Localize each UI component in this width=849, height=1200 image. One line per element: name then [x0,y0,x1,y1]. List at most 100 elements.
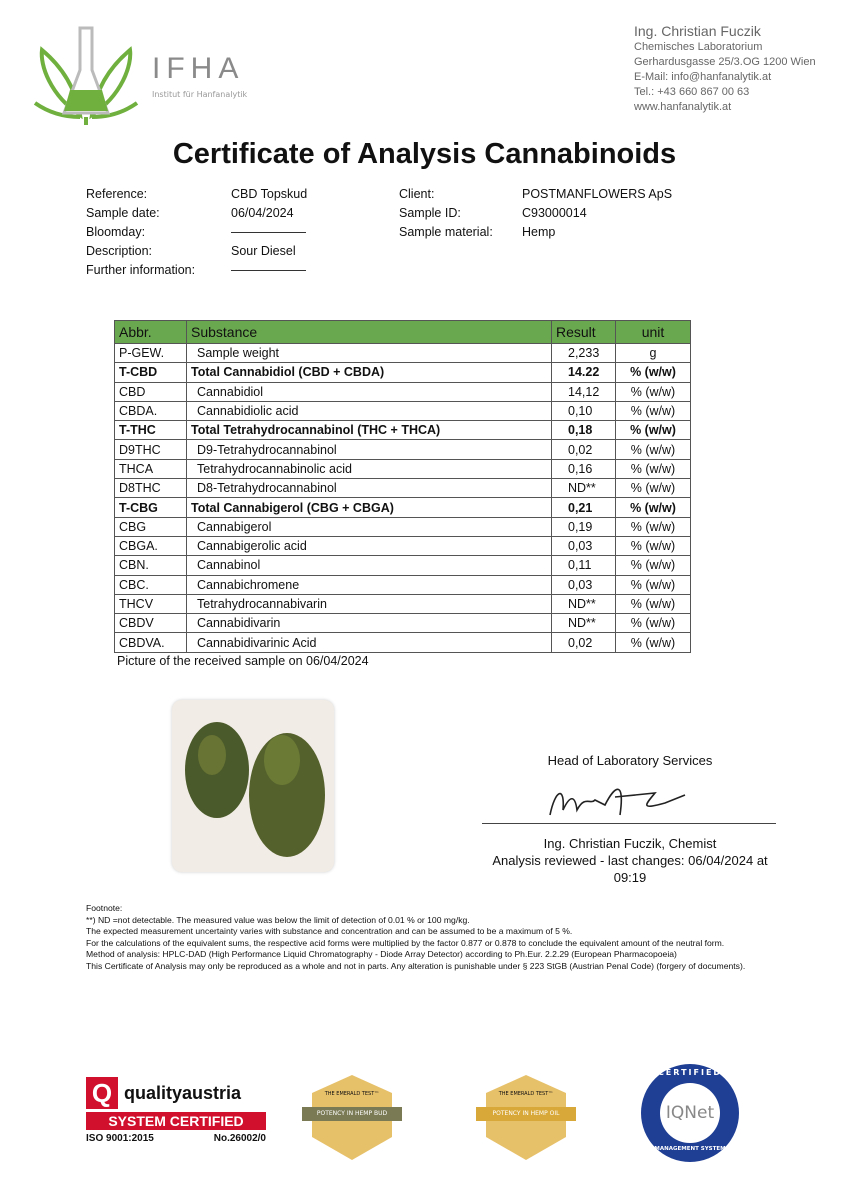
cell-unit: % (w/w) [615,574,691,595]
lab-email: E-Mail: info@hanfanalytik.at [634,71,772,83]
cell-unit: % (w/w) [615,632,691,653]
iqnet-text: IQNet [665,1103,715,1123]
cell-unit: % (w/w) [615,458,691,480]
quality-austria-badge: Q qualityaustria SYSTEM CERTIFIED ISO 90… [86,1077,266,1144]
meta-value: —————— [231,263,306,277]
qa-cert: SYSTEM CERTIFIED [86,1112,266,1130]
meta-row: Description: Sour Diesel [86,242,307,261]
iqnet-badge: CERTIFIED IQNet MANAGEMENT SYSTEM [640,1063,740,1163]
cell-unit: % (w/w) [615,593,691,615]
footnote-line: The expected measurement uncertainty var… [86,926,573,936]
cell-substance: D8-Tetrahydrocannabinol [186,478,552,499]
cell-result: 14,12 [551,381,616,402]
table-row: CBN. Cannabinol 0,11% (w/w) [114,555,691,576]
cell-result: 2,233 [551,342,616,364]
table-row: THCV Tetrahydrocannabivarin ND**% (w/w) [114,593,691,615]
table-header: Abbr. Substance Result unit [114,320,691,344]
footnote-line: **) ND =not detectable. The measured val… [86,914,470,925]
meta-row: Sample ID: C93000014 [399,204,672,223]
signature-heading: Head of Laboratory Services [547,753,713,768]
footnote: Footnote: **) ND =not detectable. The me… [86,903,796,972]
iqnet-top: CERTIFIED [657,1068,723,1077]
results-table: Abbr. Substance Result unit P-GEW. Sample… [114,320,691,653]
emerald-badge-bud: THE EMERALD TEST™ POTENCY IN HEMP BUD [302,1075,402,1160]
footnote-line: For the calculations of the equivalent s… [86,937,725,948]
iqnet-bottom: MANAGEMENT SYSTEM [654,1146,726,1152]
meta-row: Reference: CBD Topskud [86,185,307,204]
logo-subtitle: Institut für Hanfanalytik [152,90,248,99]
col-abbr: Abbr. [114,320,187,344]
cell-substance: Cannabichromene [186,574,552,595]
cell-substance: Cannabidiol [186,381,552,402]
cell-abbr: CBDA. [114,400,187,422]
cell-abbr: CBDV [114,613,187,634]
lab-website: www.hanfanalytik.at [634,101,732,113]
meta-value: CBD Topskud [231,187,308,201]
qa-iso: ISO 9001:2015 [86,1133,154,1144]
cell-substance: Total Tetrahydrocannabinol (THC + THCA) [186,420,552,441]
col-substance: Substance [186,320,552,344]
cell-result: 0,16 [551,458,616,480]
meta-row: Bloomday: —————— [86,223,307,242]
lab-name: Ing. Christian Fuczik [634,23,761,39]
meta-label: Sample date: [86,206,160,220]
cell-substance: Tetrahydrocannabivarin [186,593,552,615]
cell-result: 0,18 [551,420,616,441]
ifha-logo-icon [33,26,139,125]
cell-unit: % (w/w) [615,478,691,499]
meta-value: 06/04/2024 [231,206,294,220]
table-row: CBDA. Cannabidiolic acid 0,10% (w/w) [114,400,691,422]
reviewed-text: Analysis reviewed - last changes: 06/04/… [492,853,768,868]
emerald-ribbon: POTENCY IN HEMP BUD [316,1110,388,1117]
meta-row: Further information: —————— [86,261,307,280]
cell-unit: % (w/w) [615,613,691,634]
table-row: P-GEW. Sample weight 2,233 g [114,342,691,364]
cell-substance: Sample weight [186,342,552,364]
footnote-heading: Footnote: [86,903,123,913]
cell-substance: Cannabigerol [186,516,552,537]
cell-result: ND** [551,613,616,634]
meta-value: C93000014 [522,206,587,220]
cell-result: 0,21 [551,497,616,518]
cell-unit: g [615,342,691,364]
cell-unit: % (w/w) [615,555,691,576]
table-row: CBDV Cannabidivarin ND**% (w/w) [114,613,691,634]
emerald-title: THE EMERALD TEST™ [324,1091,380,1097]
cell-result: 0,02 [551,632,616,653]
cell-substance: Total Cannabidiol (CBD + CBDA) [186,362,552,383]
cell-substance: Cannabidivarin [186,613,552,634]
cell-result: 0,19 [551,516,616,537]
cell-abbr: CBG [114,516,187,537]
table-row: T-THC Total Tetrahydrocannabinol (THC + T… [114,420,691,441]
footnote-line: This Certificate of Analysis may only be… [86,960,746,971]
page-title: Certificate of Analysis Cannabinoids [172,138,677,170]
signature-icon [549,788,686,816]
cell-substance: Total Cannabigerol (CBG + CBGA) [186,497,552,518]
meta-label: Reference: [86,187,148,201]
table-row: CBC. Cannabichromene 0,03% (w/w) [114,574,691,595]
cell-unit: % (w/w) [615,381,691,402]
cell-abbr: T-THC [114,420,187,441]
lab-address: Ing. Christian Fuczik Chemisches Laborat… [634,22,816,115]
cell-unit: % (w/w) [615,420,691,441]
table-row: CBGA. Cannabigerolic acid 0,03% (w/w) [114,535,691,557]
q-logo-icon: Q [86,1077,118,1109]
cell-result: ND** [551,593,616,615]
table-row: CBG Cannabigerol 0,19% (w/w) [114,516,691,537]
cell-substance: Cannabinol [186,555,552,576]
cell-unit: % (w/w) [615,497,691,518]
cell-result: 0,03 [551,535,616,557]
cell-result: 0,02 [551,439,616,460]
table-row: CBDVA. Cannabidivarinic Acid 0,02% (w/w) [114,632,691,653]
lab-street: Gerhardusgasse 25/3.OG 1200 Wien [634,56,816,68]
col-result: Result [551,320,616,344]
emerald-title: THE EMERALD TEST™ [498,1091,554,1097]
meta-label: Sample ID: [399,206,461,220]
emerald-badge-oil: THE EMERALD TEST™ POTENCY IN HEMP OIL [476,1075,576,1160]
col-unit: unit [615,320,691,344]
meta-left: Reference: CBD Topskud Sample date: 06/04/2… [86,185,307,280]
meta-value: POSTMANFLOWERS ApS [522,187,673,201]
meta-value: Hemp [522,225,556,239]
cell-unit: % (w/w) [615,535,691,557]
meta-row: Client: POSTMANFLOWERS ApS [399,185,672,204]
